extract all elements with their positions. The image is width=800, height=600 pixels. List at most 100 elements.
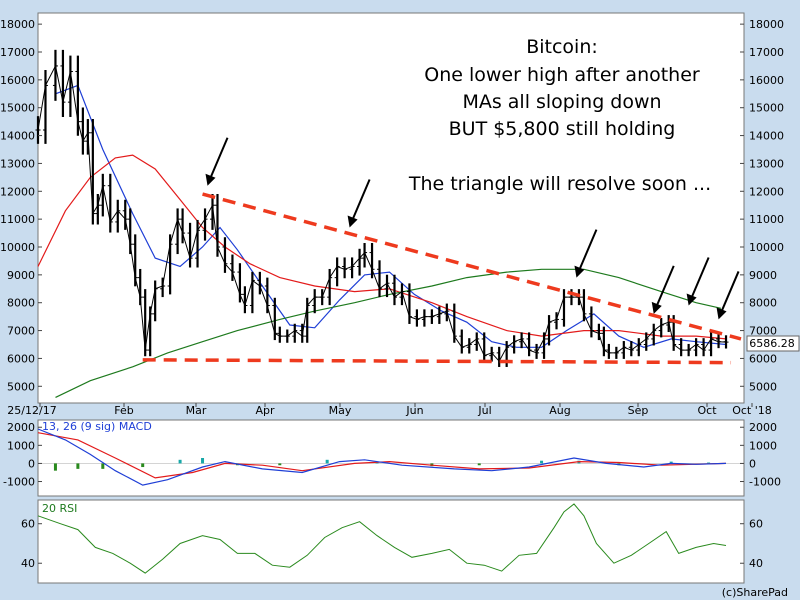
macd-panel-title: 13, 26 (9 sig) MACD bbox=[42, 420, 152, 433]
x-tick-label: Apr bbox=[255, 404, 275, 417]
arrow-head bbox=[574, 265, 585, 278]
price-tick-label-left: 14000 bbox=[0, 130, 35, 143]
x-tick-label: Jun bbox=[405, 404, 423, 417]
price-tick-label-right: 12000 bbox=[749, 185, 784, 198]
rsi-tick-label-right: 40 bbox=[749, 557, 763, 570]
rsi-panel bbox=[37, 499, 745, 584]
price-tick-label-right: 10000 bbox=[749, 241, 784, 254]
macd-histogram-bar bbox=[141, 463, 145, 468]
macd-histogram-bar bbox=[477, 463, 481, 466]
price-tick-label-right: 7000 bbox=[749, 325, 777, 338]
arrow-head bbox=[686, 293, 697, 306]
last-price-label: 6586.28 bbox=[749, 337, 795, 350]
price-tick-label-left: 9000 bbox=[7, 269, 35, 282]
arrow-shaft bbox=[209, 137, 229, 179]
x-tick-label: Sep bbox=[628, 404, 649, 417]
x-tick-label: Feb bbox=[114, 404, 133, 417]
arrow-shaft bbox=[351, 179, 371, 220]
price-tick-label-left: 7000 bbox=[7, 325, 35, 338]
price-panel bbox=[37, 12, 745, 404]
price-tick-label-right: 16000 bbox=[749, 74, 784, 87]
macd-histogram-bar bbox=[101, 463, 105, 469]
moving-average-line-3 bbox=[55, 268, 722, 398]
price-tick-label-left: 6000 bbox=[7, 352, 35, 365]
price-tick-label-right: 15000 bbox=[749, 102, 784, 115]
price-tick-label-left: 15000 bbox=[0, 102, 35, 115]
macd-histogram-bar bbox=[201, 458, 205, 464]
macd-tick-label-left: 2000 bbox=[7, 421, 35, 434]
macd-histogram-bar bbox=[53, 463, 57, 471]
macd-line bbox=[37, 428, 727, 486]
arrow-marker bbox=[686, 257, 710, 306]
arrow-marker bbox=[347, 179, 371, 228]
arrow-head bbox=[716, 307, 727, 320]
price-tick-label-right: 17000 bbox=[749, 46, 784, 59]
annotation-box: Bitcoin: One lower high after another MA… bbox=[408, 36, 711, 195]
rsi-tick-label-left: 40 bbox=[21, 557, 35, 570]
price-tick-label-left: 10000 bbox=[0, 241, 35, 254]
price-tick-label-left: 11000 bbox=[0, 213, 35, 226]
macd-tick-label-right: 0 bbox=[749, 457, 756, 470]
footer-credit: (c)SharePad bbox=[722, 586, 788, 599]
trendline-2 bbox=[142, 358, 732, 365]
annotation-line-5: The triangle will resolve soon ... bbox=[408, 173, 711, 195]
arrow-shaft bbox=[720, 271, 740, 312]
price-tick-label-left: 17000 bbox=[0, 46, 35, 59]
rsi-tick-label-left: 60 bbox=[21, 518, 35, 531]
arrow-head bbox=[205, 173, 216, 186]
x-tick-label: Oct bbox=[697, 404, 717, 417]
last-price-badge: 6586.28 bbox=[746, 335, 800, 352]
price-tick-label-left: 8000 bbox=[7, 297, 35, 310]
last-price-box bbox=[746, 335, 800, 352]
rsi-layer bbox=[37, 503, 727, 574]
x-tick-label: May bbox=[329, 404, 352, 417]
arrow-marker bbox=[716, 271, 740, 320]
price-tick-label-right: 8000 bbox=[749, 297, 777, 310]
macd-layer bbox=[37, 428, 744, 486]
macd-tick-label-right: 1000 bbox=[749, 439, 777, 452]
x-tick-label: Oct '18 bbox=[732, 404, 772, 417]
macd-tick-label-left: -1000 bbox=[3, 476, 35, 489]
x-tick-label: 25/12/17 bbox=[7, 404, 56, 417]
macd-histogram-bar bbox=[178, 459, 182, 464]
rsi-panel-title: 20 RSI bbox=[42, 502, 77, 515]
arrow-shaft bbox=[655, 265, 675, 307]
price-tick-label-right: 6000 bbox=[749, 352, 777, 365]
annotation-line-2: One lower high after another bbox=[424, 64, 700, 86]
macd-histogram-bar bbox=[325, 459, 329, 464]
price-tick-label-right: 11000 bbox=[749, 213, 784, 226]
arrow-marker bbox=[574, 229, 598, 278]
rsi-line bbox=[37, 503, 727, 574]
macd-tick-label-left: 1000 bbox=[7, 439, 35, 452]
price-tick-label-left: 18000 bbox=[0, 18, 35, 31]
macd-histogram-bar bbox=[669, 461, 673, 464]
x-tick-label: Aug bbox=[549, 404, 570, 417]
price-tick-label-left: 13000 bbox=[0, 157, 35, 170]
macd-histogram-bar bbox=[707, 462, 711, 464]
x-tick-label: Jul bbox=[477, 404, 491, 417]
arrow-marker bbox=[205, 137, 229, 186]
macd-histogram-bar bbox=[540, 460, 544, 464]
macd-histogram-bar bbox=[278, 463, 282, 466]
arrow-shaft bbox=[578, 229, 598, 271]
price-tick-label-left: 12000 bbox=[0, 185, 35, 198]
price-tick-label-left: 16000 bbox=[0, 74, 35, 87]
annotation-line-1: Bitcoin: bbox=[526, 36, 598, 58]
trendline-1 bbox=[202, 192, 742, 341]
macd-tick-label-right: 2000 bbox=[749, 421, 777, 434]
price-tick-label-right: 13000 bbox=[749, 157, 784, 170]
price-tick-label-right: 14000 bbox=[749, 130, 784, 143]
macd-tick-label-right: -1000 bbox=[749, 476, 781, 489]
arrow-marker bbox=[651, 265, 675, 314]
annotation-line-4: BUT $5,800 still holding bbox=[449, 118, 676, 140]
moving-average-line-1 bbox=[55, 84, 727, 348]
x-tick-label: Mar bbox=[186, 404, 207, 417]
rsi-tick-label-right: 60 bbox=[749, 518, 763, 531]
price-tick-label-right: 18000 bbox=[749, 18, 784, 31]
price-tick-label-right: 9000 bbox=[749, 269, 777, 282]
annotation-line-3: MAs all sloping down bbox=[462, 91, 661, 113]
price-tick-label-right: 5000 bbox=[749, 380, 777, 393]
moving-average-line-2 bbox=[37, 154, 727, 340]
